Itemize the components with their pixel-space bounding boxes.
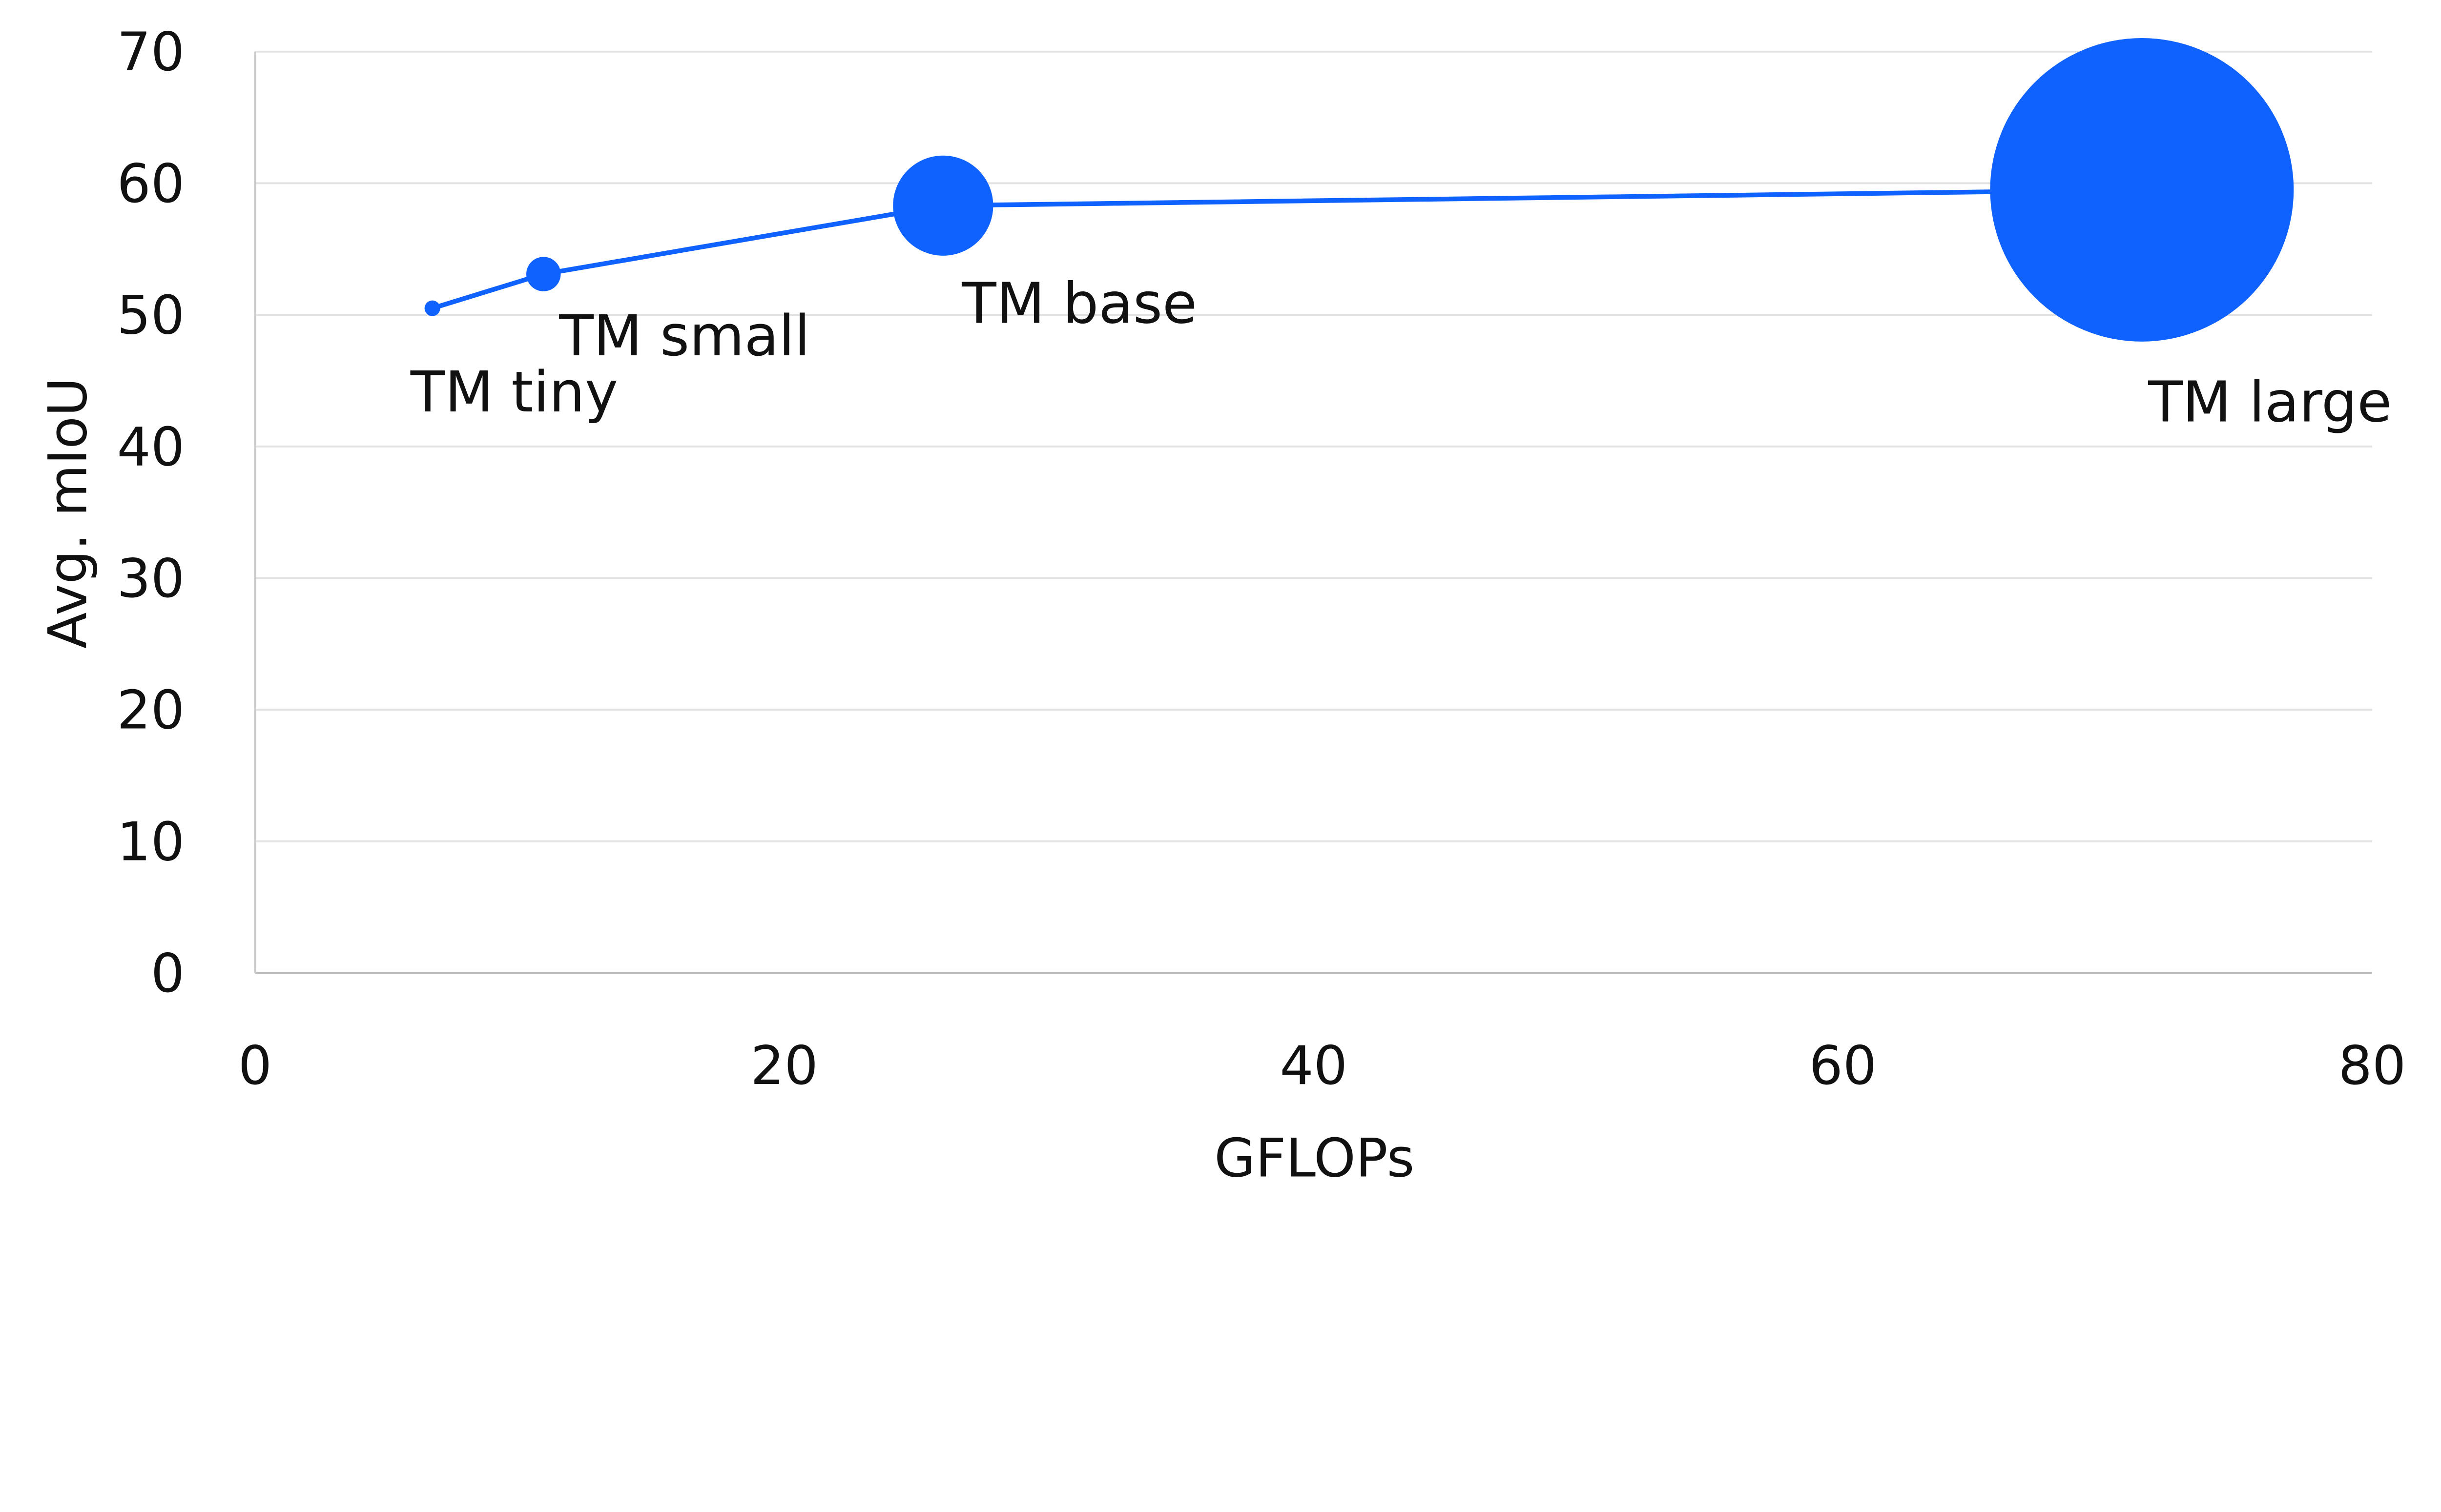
y-tick-labels: 0 10 20 30 40 50 60 70: [117, 21, 185, 1004]
x-tick-label: 80: [2338, 1035, 2406, 1097]
y-tick-label: 50: [117, 285, 185, 347]
point-label: TM tiny: [410, 360, 618, 425]
y-tick-label: 60: [117, 153, 185, 215]
y-tick-label: 20: [117, 679, 185, 741]
y-tick-label: 10: [117, 811, 185, 873]
bubble-tm-base: [893, 155, 993, 256]
y-tick-label: 0: [151, 942, 185, 1004]
series-line: [432, 187, 2142, 311]
y-tick-label: 40: [117, 416, 185, 478]
x-tick-labels: 0 20 40 60 80: [238, 1035, 2406, 1097]
x-axis-label: GFLOPs: [1214, 1127, 1414, 1189]
grid: [254, 50, 2372, 974]
bubble-tm-large: [1990, 38, 2294, 342]
series: [424, 38, 2294, 342]
y-axis-label: Avg. mIoU: [37, 377, 99, 649]
point-label: TM base: [961, 271, 1197, 337]
bubble-tm-tiny: [424, 300, 440, 316]
bubble-tm-small: [526, 257, 561, 291]
y-tick-label: 30: [117, 548, 185, 610]
x-tick-label: 40: [1280, 1035, 1347, 1097]
x-tick-label: 0: [238, 1035, 272, 1097]
x-tick-label: 60: [1809, 1035, 1877, 1097]
x-tick-label: 20: [750, 1035, 818, 1097]
y-tick-label: 70: [117, 21, 185, 83]
point-label: TM small: [559, 304, 810, 369]
point-label: TM large: [2148, 369, 2392, 435]
